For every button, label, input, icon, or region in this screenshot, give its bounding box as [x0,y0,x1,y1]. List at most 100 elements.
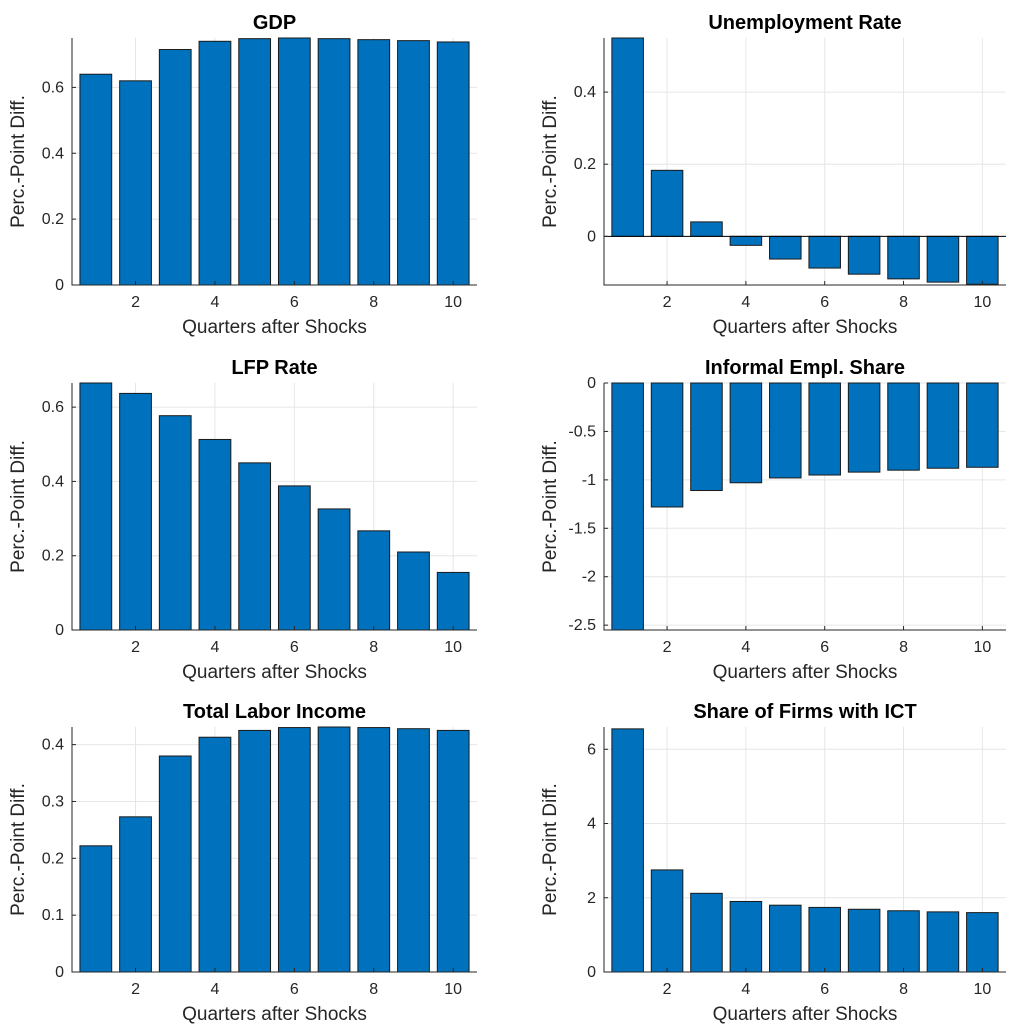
bar [79,845,113,973]
bar [769,382,802,479]
y-tick-label: 4 [587,816,596,833]
y-tick-label: 0 [587,228,596,245]
bar [198,40,232,286]
chart-title: GDP [253,12,296,34]
bar [198,736,232,973]
bar [238,729,272,973]
x-tick-label: 8 [899,639,908,656]
bar [198,438,232,631]
bar [966,235,999,285]
x-tick-label: 2 [131,294,140,311]
x-tick-label: 10 [973,981,991,998]
bar [79,73,113,286]
x-axis-label: Quarters after Shocks [182,1004,367,1025]
bar [650,869,684,973]
bar [887,910,920,973]
y-tick-label: -1.5 [568,520,596,537]
y-tick-label: -2.5 [568,617,596,634]
chart-title: LFP Rate [231,357,317,379]
y-tick-label: 0.6 [42,399,64,416]
y-tick-label: 0.2 [574,156,596,173]
panel-total-labor-income: 2 4 6 8 10 0 0.1 0.2 0.3 0.4 Total Labor Income Qua… [8,701,477,1025]
x-tick-label: 10 [973,639,991,656]
panel-share-of-firms-with-ict: 2 4 6 8 10 0 2 4 6 Share of Firms with ICT Quarter… [540,701,1006,1025]
x-tick-label: 6 [820,294,829,311]
y-tick-label: 0.4 [42,473,64,490]
y-tick-label: 0.2 [42,211,64,228]
panel-unemployment-rate: 2 4 6 8 10 0 0.2 0.4 Unemployment Rate Quarters a… [540,12,1006,338]
y-axis-label: Perc.-Point Diff. [540,783,561,916]
bar [650,169,684,237]
y-tick-label: 0.2 [42,548,64,565]
bar [277,37,311,286]
bar [357,530,391,631]
bar [966,912,999,973]
bar [397,40,430,286]
x-tick-label: 6 [290,981,299,998]
bar [611,382,644,631]
y-tick-label: 0.1 [42,907,64,924]
bar [966,382,999,468]
y-axis-label: Perc.-Point Diff. [8,783,29,916]
panel-informal-empl-share: 2 4 6 8 10 -2.5 -2 -1.5 -1 -0.5 0 Informal Empl. Sh… [540,357,1006,683]
bar [317,38,351,286]
y-axis-label: Perc.-Point Diff. [540,440,561,573]
y-tick-label: -0.5 [568,423,596,440]
y-tick-label: 0.6 [42,79,64,96]
bar [317,726,351,973]
bar [158,755,192,973]
bar [119,80,152,286]
y-axis-label: Perc.-Point Diff. [8,440,29,573]
x-tick-label: 8 [899,294,908,311]
bar [158,415,192,631]
x-axis-label: Quarters after Shocks [713,317,898,338]
x-tick-label: 4 [210,639,219,656]
bar [436,41,470,286]
x-axis-label: Quarters after Shocks [182,662,367,683]
bar [808,235,841,269]
bar [436,729,470,973]
x-tick-label: 10 [444,639,462,656]
bar [650,382,684,508]
bar [611,37,644,237]
bar [926,911,960,973]
bar [611,728,644,973]
bar [119,392,152,631]
y-axis-label: Perc.-Point Diff. [540,95,561,228]
bar [79,382,113,631]
x-tick-label: 6 [290,294,299,311]
x-tick-label: 2 [131,981,140,998]
x-tick-label: 4 [210,294,219,311]
x-tick-label: 2 [663,981,672,998]
y-tick-label: 0 [587,964,596,981]
x-tick-label: 8 [369,639,378,656]
bar [729,235,763,246]
x-tick-label: 8 [899,981,908,998]
y-tick-label: 2 [587,890,596,907]
bar [436,571,470,631]
x-tick-label: 6 [820,639,829,656]
y-tick-label: 0.4 [42,145,64,162]
bar [847,235,881,275]
chart-title: Total Labor Income [183,701,366,723]
x-tick-label: 4 [210,981,219,998]
x-tick-label: 4 [741,639,750,656]
bar [690,892,723,973]
x-tick-label: 6 [290,639,299,656]
x-tick-label: 2 [663,294,672,311]
y-tick-label: 0 [55,622,64,639]
y-tick-label: 0.4 [574,84,596,101]
x-tick-label: 2 [663,639,672,656]
x-tick-label: 6 [820,981,829,998]
bar [690,382,723,492]
x-tick-label: 2 [131,639,140,656]
bar [847,908,881,973]
x-tick-label: 4 [741,294,750,311]
x-tick-label: 4 [741,981,750,998]
bar [357,727,391,973]
bar [238,38,272,286]
bar [926,382,960,469]
y-tick-label: 0.3 [42,793,64,810]
panel-gdp: 2 4 6 8 10 0 0.2 0.4 0.6 GDP Quarters after Shocks… [8,12,477,338]
chart-title: Informal Empl. Share [705,357,905,379]
